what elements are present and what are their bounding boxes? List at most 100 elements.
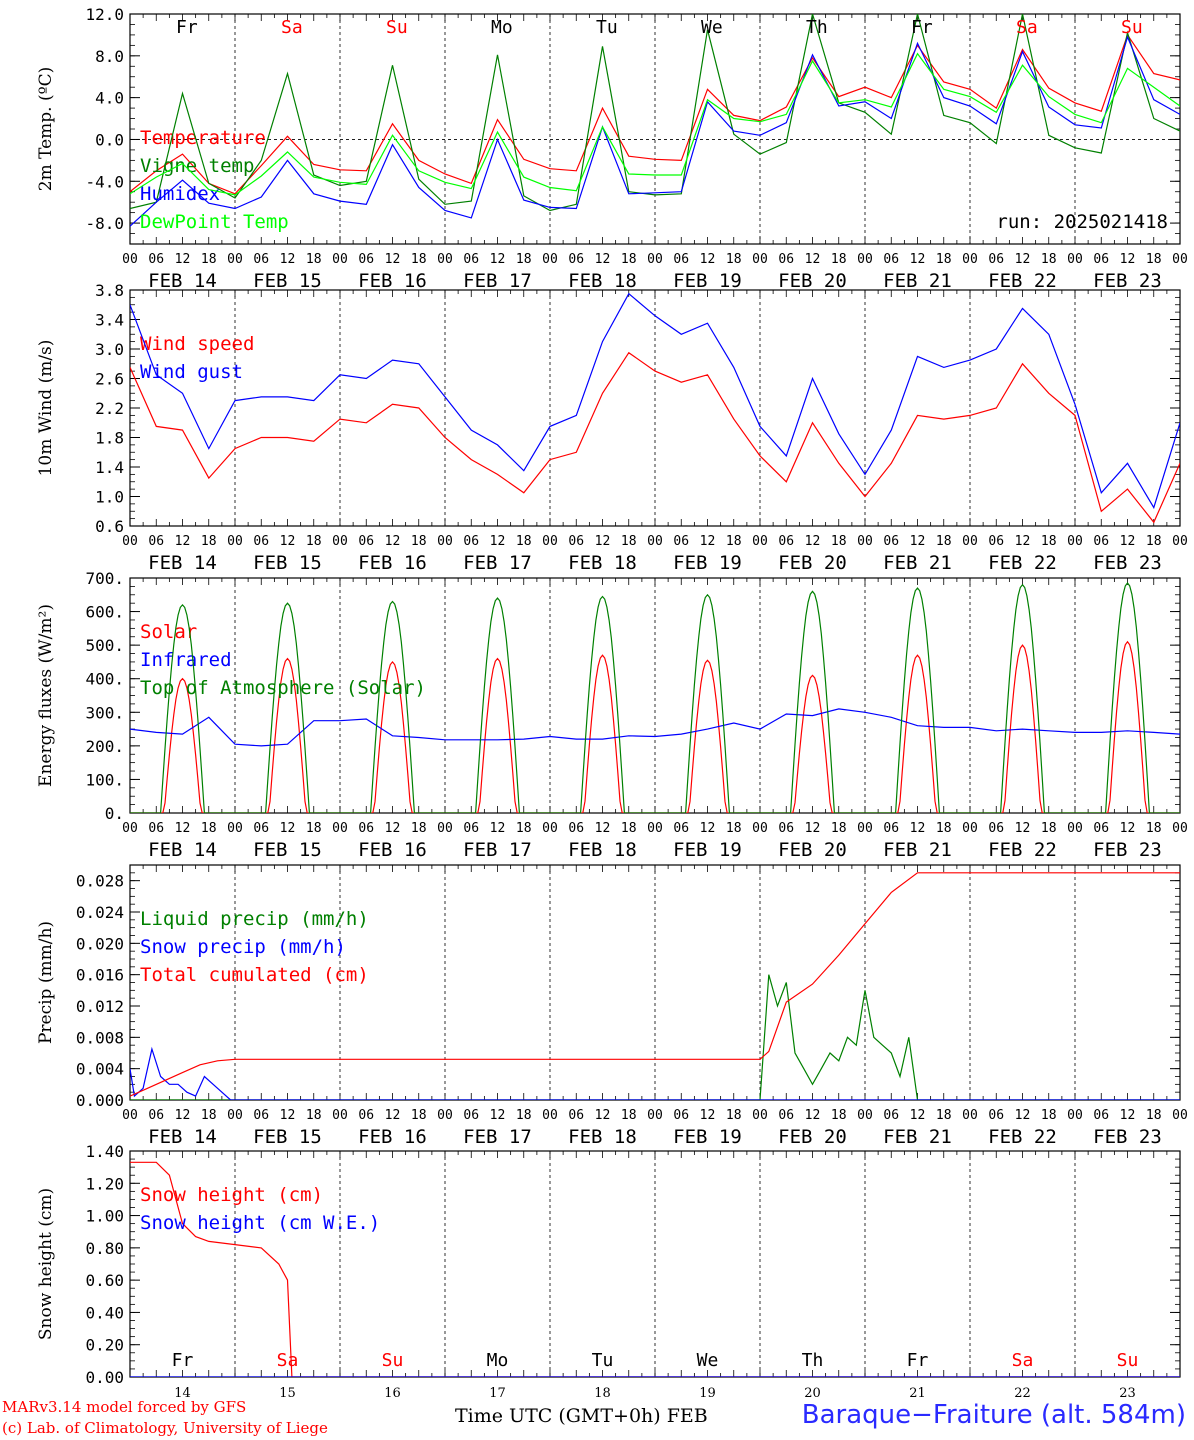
date-label: FEB 19 <box>673 1126 742 1148</box>
hour-tick-label: 06 <box>988 1108 1004 1123</box>
legend-entry: Snow height (cm) <box>140 1184 323 1206</box>
series-line-snow-precip-mm-h- <box>130 1046 1180 1100</box>
hour-tick-label: 18 <box>201 534 217 549</box>
hour-tick-label: 00 <box>332 821 348 836</box>
hour-tick-label: 00 <box>752 821 768 836</box>
series-line-solar <box>130 640 1180 813</box>
y-axis-label: 10m Wind (m/s) <box>36 340 56 477</box>
hour-tick-label: 00 <box>542 534 558 549</box>
hour-tick-label: 06 <box>463 252 479 267</box>
hour-tick-label: 12 <box>1015 252 1031 267</box>
hour-tick-label: 18 <box>1041 252 1057 267</box>
hour-tick-label: 06 <box>568 534 584 549</box>
series-line-top-of-atmosphere-solar- <box>130 582 1180 813</box>
hour-tick-label: 00 <box>647 821 663 836</box>
hour-tick-label: 18 <box>411 534 427 549</box>
hour-tick-label: 12 <box>700 534 716 549</box>
panel-3: 700. 600. 500. 400. 300. 200. 100. 0. Energy flu… <box>36 569 1188 861</box>
hour-tick-label: 06 <box>1093 1108 1109 1123</box>
hour-tick-label: 06 <box>778 252 794 267</box>
y-tick-label: 1.8 <box>95 429 124 448</box>
y-tick-label: -8.0 <box>85 214 124 233</box>
date-label: FEB 17 <box>463 1126 532 1148</box>
day-label: Sa <box>1016 17 1038 38</box>
date-label: FEB 22 <box>988 270 1057 292</box>
hour-tick-label: 00 <box>1172 534 1188 549</box>
y-tick-label: 8.0 <box>95 47 124 66</box>
hour-tick-label: 06 <box>358 821 374 836</box>
hour-tick-label: 00 <box>122 534 138 549</box>
hour-tick-label: 12 <box>1015 821 1031 836</box>
hour-tick-label: 06 <box>673 821 689 836</box>
hour-tick-label: 18 <box>1041 534 1057 549</box>
day-label: We <box>701 17 723 38</box>
date-label: FEB 15 <box>253 839 322 861</box>
day-number-label: 19 <box>699 1386 716 1401</box>
date-label: FEB 18 <box>568 1126 637 1148</box>
hour-tick-label: 00 <box>437 1108 453 1123</box>
date-label: FEB 20 <box>778 839 847 861</box>
date-label: FEB 22 <box>988 1126 1057 1148</box>
y-tick-label: 1.00 <box>85 1207 124 1226</box>
y-tick-label: 1.20 <box>85 1174 124 1193</box>
hour-tick-label: 00 <box>647 534 663 549</box>
series-line-humidex <box>130 35 1180 227</box>
date-label: FEB 19 <box>673 552 742 574</box>
date-label: FEB 17 <box>463 839 532 861</box>
hour-tick-label: 12 <box>1015 534 1031 549</box>
hour-tick-label: 06 <box>568 252 584 267</box>
y-tick-label: 0.6 <box>95 517 124 536</box>
hour-tick-label: 18 <box>1041 1108 1057 1123</box>
day-label: Sa <box>277 1350 299 1371</box>
hour-tick-label: 06 <box>253 534 269 549</box>
series-line-dewpoint-temp <box>130 52 1180 196</box>
y-tick-label: -4.0 <box>85 172 124 191</box>
hour-tick-label: 00 <box>542 252 558 267</box>
y-tick-label: 300. <box>85 703 124 722</box>
hour-tick-label: 18 <box>306 1108 322 1123</box>
date-label: FEB 16 <box>358 552 427 574</box>
day-number-label: 20 <box>804 1386 821 1401</box>
hour-tick-label: 06 <box>673 534 689 549</box>
date-label: FEB 17 <box>463 552 532 574</box>
panel-5: 1.40 1.20 1.00 0.80 0.60 0.40 0.20 0.00 Snow hei… <box>36 1142 1181 1401</box>
run-annotation: run: 2025021418 <box>996 211 1168 233</box>
y-tick-label: 0.40 <box>85 1303 124 1322</box>
y-tick-label: 1.4 <box>95 458 124 477</box>
hour-tick-label: 06 <box>463 1108 479 1123</box>
date-label: FEB 18 <box>568 839 637 861</box>
date-label: FEB 19 <box>673 839 742 861</box>
y-tick-label: 0.016 <box>76 966 124 985</box>
hour-tick-label: 00 <box>1067 1108 1083 1123</box>
hour-tick-label: 00 <box>752 534 768 549</box>
date-label: FEB 21 <box>883 1126 952 1148</box>
day-label: Su <box>1121 17 1143 38</box>
hour-tick-label: 00 <box>437 534 453 549</box>
date-label: FEB 21 <box>883 839 952 861</box>
day-label: Sa <box>1012 1350 1034 1371</box>
series-line-wind-speed <box>130 351 1180 524</box>
hour-tick-label: 12 <box>490 1108 506 1123</box>
hour-tick-label: 12 <box>1120 252 1136 267</box>
hour-tick-label: 18 <box>621 821 637 836</box>
hour-tick-label: 12 <box>175 252 191 267</box>
day-label: Su <box>382 1350 404 1371</box>
date-label: FEB 23 <box>1093 839 1162 861</box>
hour-tick-label: 18 <box>936 1108 952 1123</box>
y-tick-label: 100. <box>85 770 124 789</box>
hour-tick-label: 18 <box>1146 252 1162 267</box>
hour-tick-label: 18 <box>201 1108 217 1123</box>
hour-tick-label: 06 <box>1093 252 1109 267</box>
hour-tick-label: 00 <box>962 821 978 836</box>
day-label: Th <box>802 1350 824 1371</box>
hour-tick-label: 06 <box>673 252 689 267</box>
hour-tick-label: 06 <box>148 1108 164 1123</box>
hour-tick-label: 00 <box>857 252 873 267</box>
hour-tick-label: 00 <box>857 821 873 836</box>
hour-tick-label: 18 <box>306 252 322 267</box>
hour-tick-label: 18 <box>306 534 322 549</box>
hour-tick-label: 12 <box>910 1108 926 1123</box>
hour-tick-label: 06 <box>883 1108 899 1123</box>
day-number-label: 16 <box>384 1386 401 1401</box>
hour-tick-label: 00 <box>962 252 978 267</box>
